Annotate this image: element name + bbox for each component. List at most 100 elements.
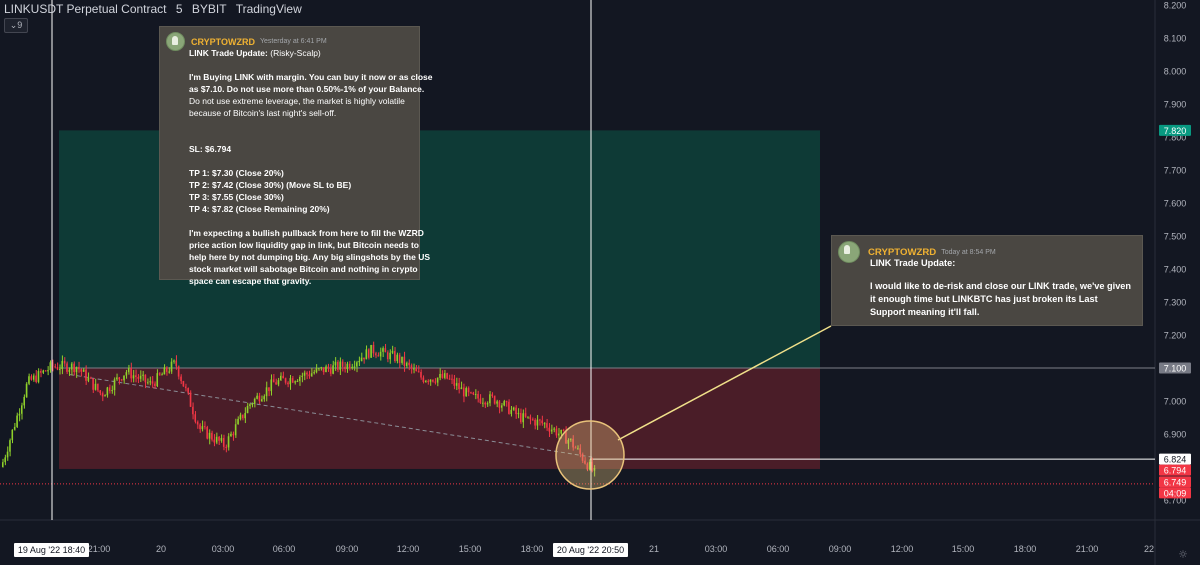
candle <box>565 430 567 444</box>
candle <box>489 394 491 404</box>
candle <box>458 383 460 390</box>
candle <box>201 426 204 430</box>
time-tick-label: 06:00 <box>767 544 790 554</box>
highlight-circle[interactable] <box>555 420 625 490</box>
candle <box>94 383 97 390</box>
candle <box>182 381 185 387</box>
candle <box>531 419 534 421</box>
candle <box>588 461 591 470</box>
candle <box>89 377 92 379</box>
time-tick-label: 21:00 <box>88 544 111 554</box>
candle <box>282 375 284 379</box>
candle <box>363 357 365 360</box>
candle <box>360 357 363 361</box>
take-profit-line: TP 3: $7.55 (Close 30%) <box>189 192 284 202</box>
take-profit-line: TP 4: $7.82 (Close Remaining 20%) <box>189 204 330 214</box>
candle <box>562 429 565 431</box>
price-tick-label: 7.200 <box>1164 331 1187 341</box>
candle <box>403 356 406 366</box>
candle <box>192 406 194 415</box>
time-tick-label: 20 <box>156 544 166 554</box>
candle <box>429 379 432 382</box>
candle <box>313 372 315 374</box>
candle <box>277 380 280 385</box>
candle <box>222 438 225 447</box>
candle <box>51 362 54 367</box>
candle <box>215 436 218 443</box>
candle <box>479 398 482 403</box>
price-tick-label: 7.300 <box>1164 298 1187 308</box>
message-line: as $7.10. Do not use more than 0.50%-1% … <box>189 84 425 94</box>
candle <box>68 369 71 372</box>
candle <box>16 415 18 427</box>
stop-loss-line: SL: $6.794 <box>189 144 232 154</box>
candle <box>158 373 161 375</box>
candle <box>508 401 510 414</box>
candle <box>137 377 140 379</box>
candle <box>275 382 277 385</box>
message-line: Do not use extreme leverage, the market … <box>189 96 405 106</box>
candle <box>13 426 16 430</box>
indicators-badge[interactable]: ⌄9 <box>4 18 28 33</box>
time-tick-label: 09:00 <box>829 544 852 554</box>
crosshair-label-tag <box>553 543 628 557</box>
candle <box>358 360 360 363</box>
candle <box>541 420 543 424</box>
message-timestamp: Yesterday at 6:41 PM <box>260 37 327 45</box>
candle <box>177 366 180 377</box>
candle <box>241 414 244 419</box>
time-tick-label: 21:00 <box>1076 544 1099 554</box>
candle <box>135 375 137 378</box>
candle <box>498 401 501 408</box>
candle <box>220 438 223 441</box>
price-label: 6.749 <box>1164 477 1187 487</box>
candle <box>187 388 189 393</box>
candle <box>415 368 417 372</box>
candle <box>44 370 47 372</box>
candle <box>424 380 427 382</box>
time-tick-label: 21 <box>649 544 659 554</box>
candle <box>284 378 287 383</box>
candle <box>170 361 173 372</box>
candle <box>260 399 263 402</box>
interval-label[interactable]: 5 <box>175 2 183 16</box>
candle <box>546 423 548 428</box>
candle <box>61 360 63 370</box>
candle <box>111 390 113 392</box>
candle <box>92 378 94 390</box>
candle <box>579 448 581 455</box>
candle <box>4 457 6 463</box>
candle <box>329 368 332 374</box>
candle <box>377 355 379 357</box>
candle <box>318 368 320 370</box>
candle <box>75 367 78 373</box>
chevron-down-icon: ⌄ <box>9 20 18 30</box>
settings-icon[interactable]: ☼ <box>1178 548 1188 561</box>
candle <box>25 383 28 397</box>
candle <box>35 375 37 382</box>
candle <box>303 372 306 376</box>
candle <box>279 375 282 381</box>
candle <box>351 366 353 369</box>
candle <box>101 393 104 397</box>
price-label-tag <box>1159 124 1191 136</box>
symbol-title[interactable]: LINKUSDT Perpetual Contract <box>4 2 167 16</box>
price-label-tag <box>1159 453 1191 465</box>
candle <box>386 352 389 360</box>
loss-zone[interactable] <box>59 368 820 469</box>
time-axis: 21:00 20 03:00 06:00 09:00 12:00 15:00 18:00 21 0… <box>88 544 1154 554</box>
candle <box>491 394 494 397</box>
candle <box>586 463 589 470</box>
candle <box>420 371 422 378</box>
candle <box>139 375 142 379</box>
candle <box>258 395 261 402</box>
candle <box>156 373 159 387</box>
candle <box>555 428 558 436</box>
candle <box>581 454 584 461</box>
candle <box>23 396 25 406</box>
price-label: 6.794 <box>1164 466 1187 476</box>
candle <box>543 423 546 425</box>
candle <box>560 429 562 434</box>
candle <box>211 432 213 440</box>
